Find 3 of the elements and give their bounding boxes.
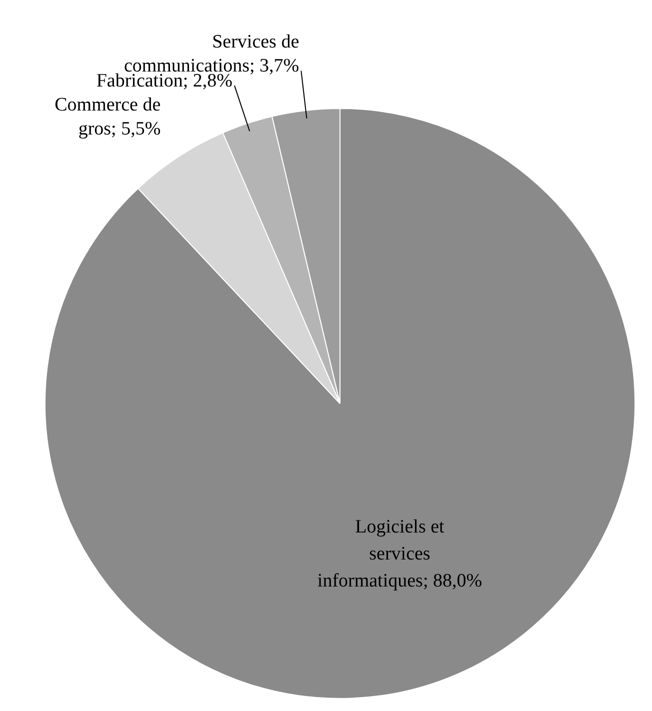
slice-label: Logiciels et services informatiques; 88,0% <box>317 516 482 592</box>
slice-label: Fabrication; 2,8% <box>96 70 233 92</box>
slice-label: Commerce de gros; 5,5% <box>54 94 161 140</box>
